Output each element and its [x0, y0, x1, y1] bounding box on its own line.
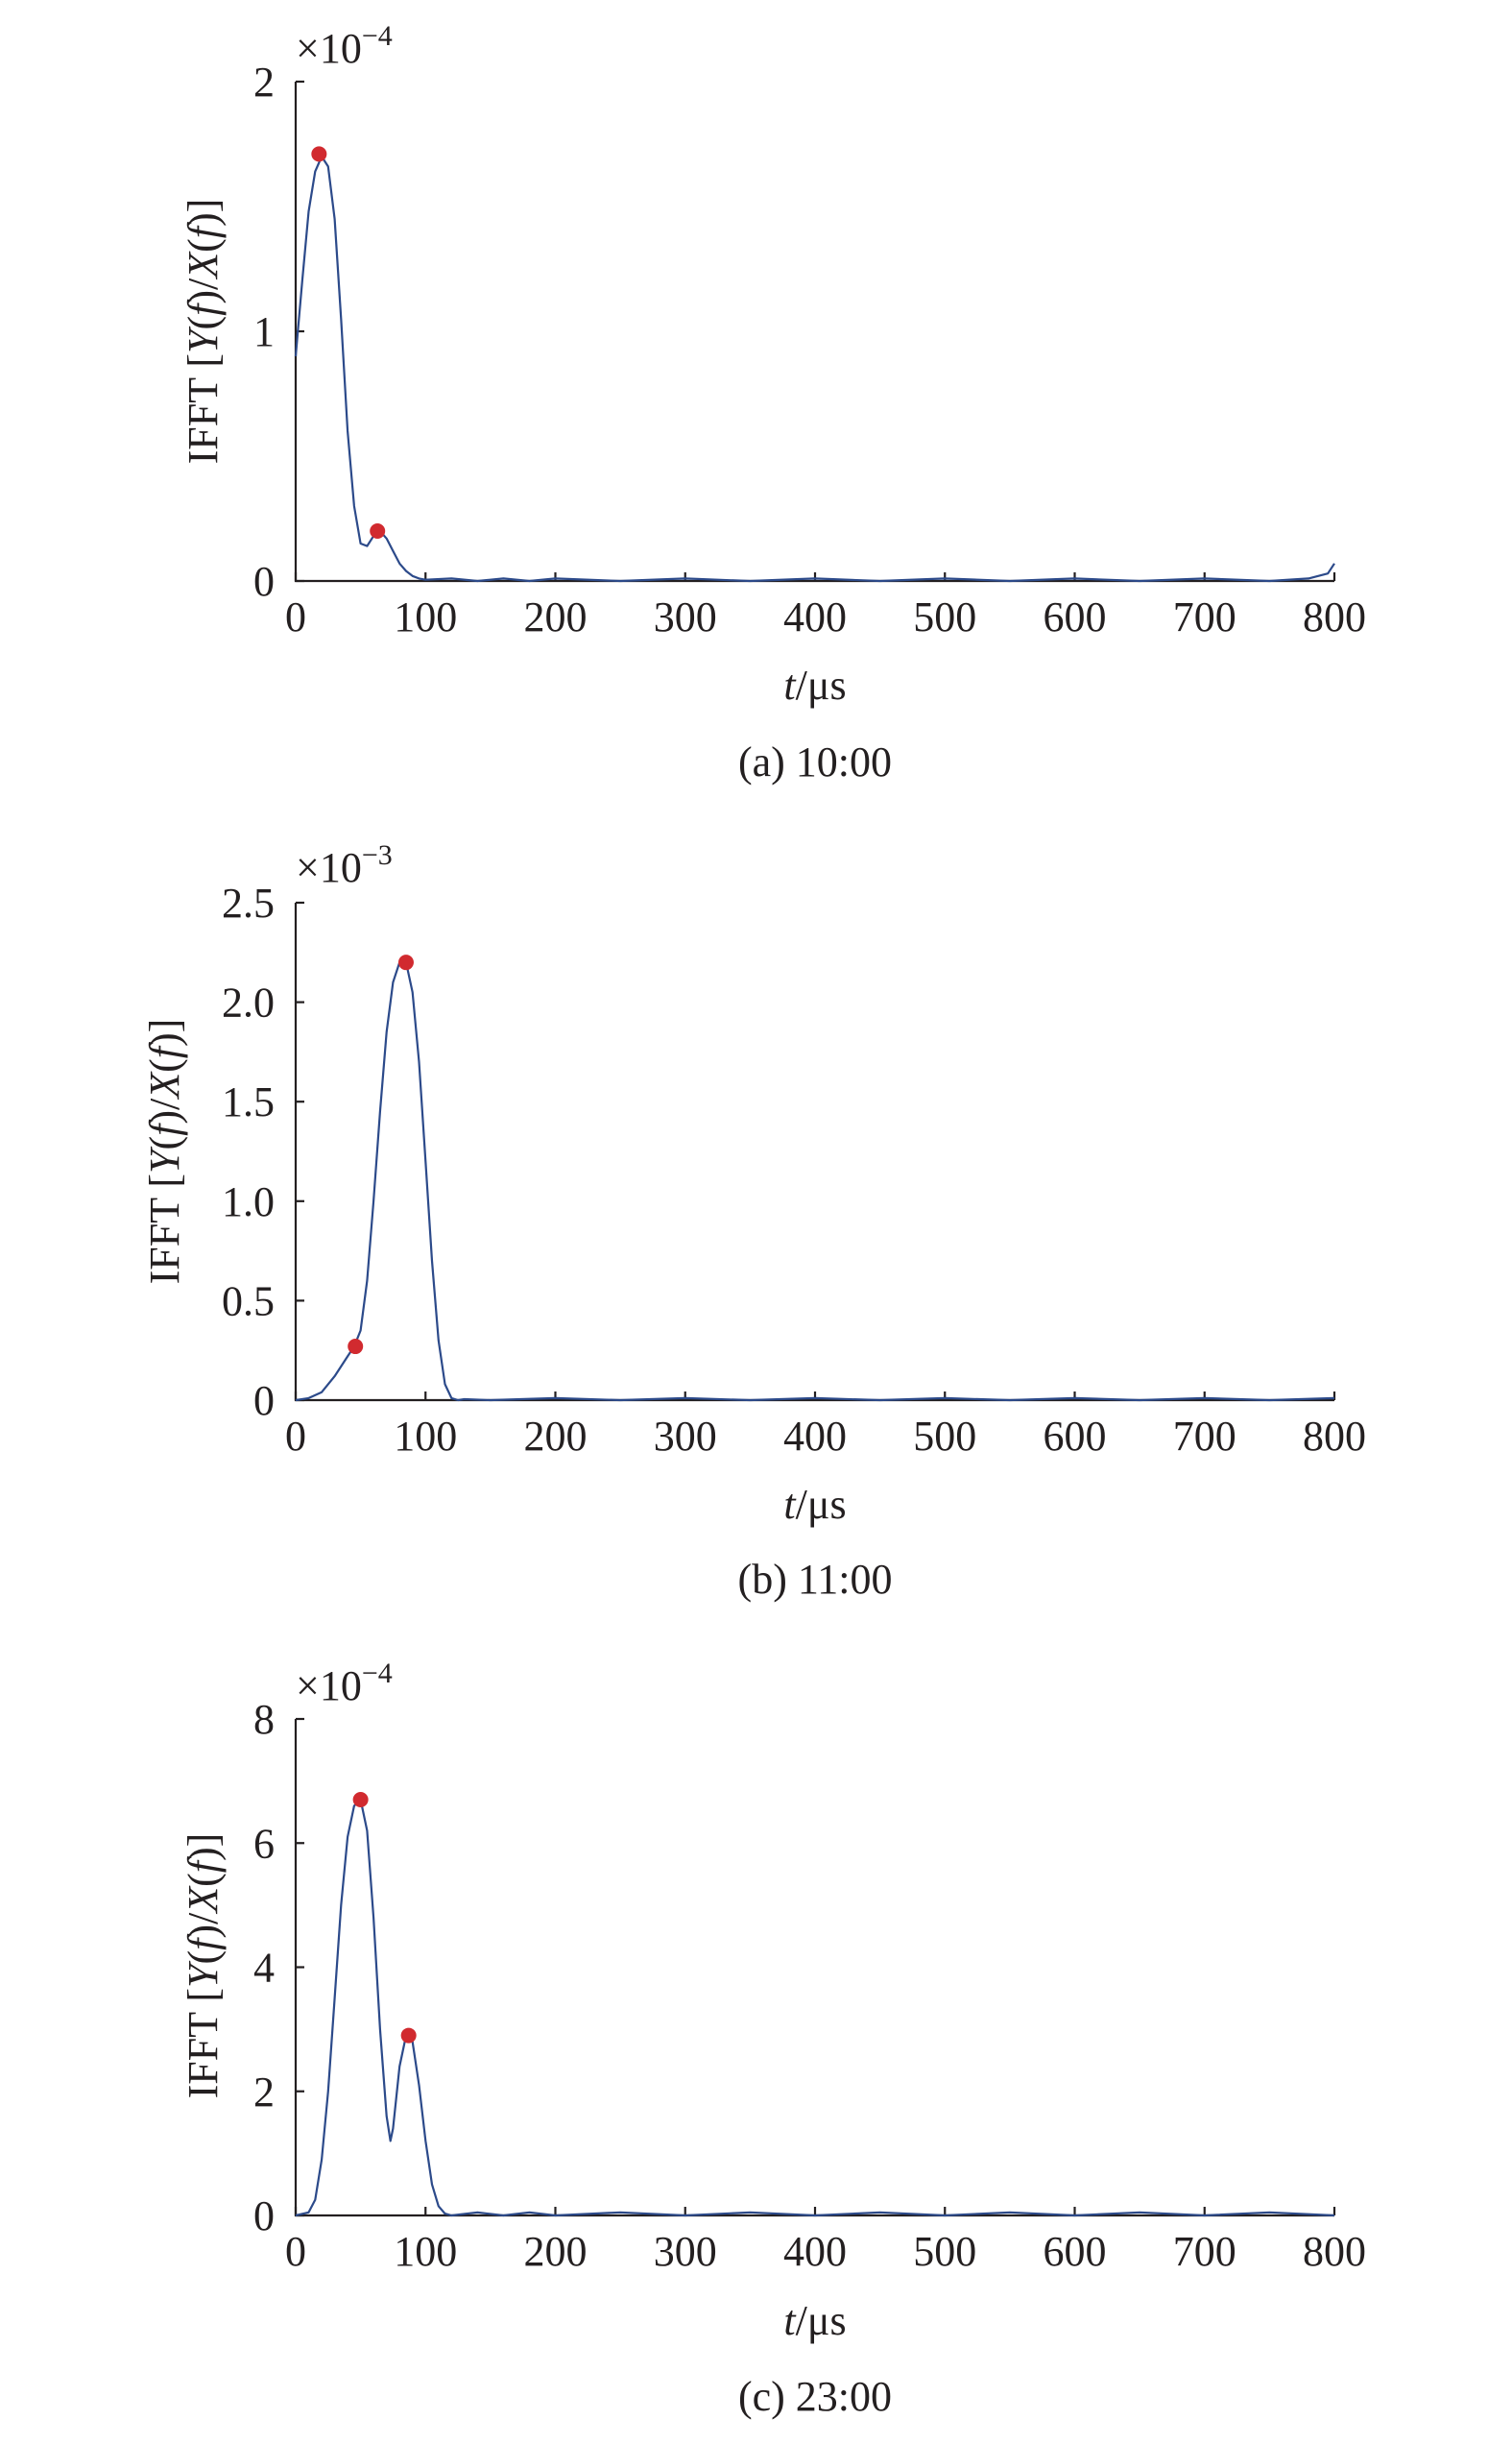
panel-b-caption: (b) 11:00 [738, 1556, 893, 1603]
panel-a: ×10−4 0 1 2 IFFT [Y(f)/X(f)] 0 100 200 300 400… [180, 20, 1366, 786]
panel-a-x-ticks: 0 100 200 300 400 500 600 700 800 [285, 572, 1366, 641]
panel-b-multiplier: ×10−3 [296, 839, 393, 891]
panel-b-y-tick-label: 2.0 [222, 980, 275, 1027]
panel-a-peak-marker [311, 146, 327, 162]
panel-b-y-label: IFFT [Y(f)/X(f)] [141, 1019, 188, 1285]
panel-a-x-tick-label: 100 [394, 593, 457, 641]
panel-a-multiplier: ×10−4 [296, 20, 393, 72]
panel-a-y-tick-label: 2 [253, 59, 275, 106]
panel-a-y-label: IFFT [Y(f)/X(f)] [180, 199, 227, 465]
panel-b-x-tick-label: 500 [913, 1413, 976, 1460]
panel-c-x-tick-label: 300 [654, 2228, 717, 2275]
panel-c-x-tick-label: 700 [1173, 2228, 1236, 2275]
panel-b-y-tick-label: 1.0 [222, 1178, 275, 1225]
panel-b-x-tick-label: 300 [654, 1413, 717, 1460]
panel-b-x-tick-label: 600 [1044, 1413, 1107, 1460]
panel-c-y-tick-label: 4 [253, 1945, 275, 1992]
panel-b-multiplier-exp: −3 [362, 839, 393, 871]
panel-b-x-ticks: 0 100 200 300 400 500 600 700 800 [285, 1391, 1366, 1460]
panel-c-x-tick-label: 100 [394, 2228, 457, 2275]
panel-a-series-line [294, 155, 1335, 583]
panel-b-x-label: t/μs [783, 1481, 846, 1528]
panel-c-peaks [352, 1792, 417, 2044]
panel-b-y-tick-label: 2.5 [222, 880, 275, 927]
panel-c-x-tick-label: 800 [1303, 2228, 1366, 2275]
panel-a-y-ticks: 0 1 2 [253, 59, 304, 605]
panel-a-peak-marker [370, 523, 386, 539]
panel-c-multiplier: ×10−4 [296, 1658, 393, 1709]
panel-b-x-tick-label: 800 [1303, 1413, 1366, 1460]
panel-c-x-tick-label: 600 [1044, 2228, 1107, 2275]
panel-a-x-tick-label: 300 [654, 593, 717, 641]
panel-a-x-tick-label: 400 [783, 593, 847, 641]
panel-b-series-line [295, 961, 1335, 1402]
panel-c-y-tick-label: 8 [253, 1696, 275, 1743]
panel-a-x-label: t/μs [783, 662, 846, 709]
panel-b-y-tick-label: 1.5 [222, 1078, 275, 1125]
panel-b-x-tick-label: 700 [1173, 1413, 1236, 1460]
panel-a-axes [294, 82, 1334, 583]
panel-c-y-tick-label: 0 [253, 2192, 275, 2239]
panel-c-peak-marker [400, 2027, 417, 2044]
panel-b-y-ticks: 0 0.5 1.0 1.5 2.0 2.5 [222, 880, 304, 1424]
panel-b-axes [294, 903, 1334, 1402]
panel-a-x-tick-label: 500 [913, 593, 976, 641]
panel-c-x-tick-label: 500 [913, 2228, 976, 2275]
panel-c-axes [294, 1719, 1334, 2217]
panel-a-multiplier-exp: −4 [362, 20, 393, 52]
panel-b: ×10−3 00.51.01.52.02.5 IFFT [Y(f)/X(f)] … [141, 839, 1366, 1603]
panel-c-x-tick-label: 200 [524, 2228, 588, 2275]
panel-b-peak-marker [348, 1339, 364, 1355]
panel-c-multiplier-base: ×10 [296, 1662, 362, 1709]
panel-c-series-line [295, 1798, 1335, 2217]
panel-a-caption: (a) 10:00 [738, 738, 892, 786]
panel-a-y-tick-label: 0 [253, 558, 275, 605]
panel-c-y-label: IFFT [Y(f)/X(f)] [180, 1833, 227, 2099]
panel-b-peak-marker [397, 955, 414, 971]
panel-b-peaks [348, 955, 414, 1355]
panel-b-x-tick-label: 200 [524, 1413, 588, 1460]
panel-c-x-label: t/μs [783, 2297, 846, 2344]
panel-c-x-tick-label: 400 [783, 2228, 847, 2275]
panel-a-x-tick-label: 0 [285, 593, 306, 641]
panel-c: ×10−4 0 2 4 6 8 IFFT [Y(f)/X(f)] 0 100 200 300 4… [180, 1658, 1366, 2420]
panel-a-x-tick-label: 700 [1173, 593, 1236, 641]
panel-a-x-tick-label: 600 [1044, 593, 1107, 641]
panel-c-x-tick-label: 0 [285, 2228, 306, 2275]
panel-c-y-tick-label: 6 [253, 1820, 275, 1867]
panel-c-multiplier-exp: −4 [362, 1658, 393, 1689]
panel-b-x-tick-label: 100 [394, 1413, 457, 1460]
panel-a-x-tick-label: 800 [1303, 593, 1366, 641]
panel-c-peak-marker [352, 1792, 369, 1808]
panel-b-y-tick-label: 0 [253, 1377, 275, 1424]
panel-c-x-ticks: 0 100 200 300 400 500 600 700 800 [285, 2207, 1366, 2275]
panel-c-caption: (c) 23:00 [738, 2373, 892, 2420]
panel-a-peaks [311, 146, 386, 539]
panel-a-x-tick-label: 200 [524, 593, 588, 641]
panel-a-y-tick-label: 1 [253, 308, 275, 355]
panel-b-x-tick-label: 400 [783, 1413, 847, 1460]
panel-c-y-ticks: 0 2 4 6 8 [253, 1696, 304, 2239]
panel-b-multiplier-base: ×10 [296, 844, 362, 891]
panel-b-x-tick-label: 0 [285, 1413, 306, 1460]
panel-a-multiplier-base: ×10 [296, 25, 362, 72]
panel-b-y-tick-label: 0.5 [222, 1277, 275, 1324]
panel-c-y-tick-label: 2 [253, 2069, 275, 2116]
